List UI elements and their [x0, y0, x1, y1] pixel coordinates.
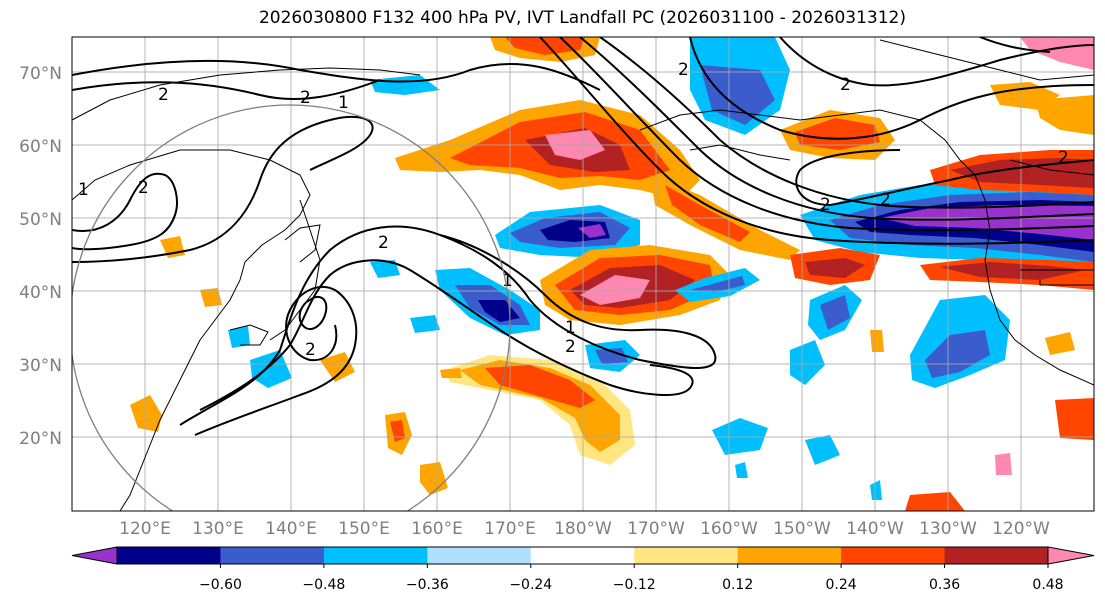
lon-label: 140°E — [265, 519, 317, 539]
contour-label: 2 — [138, 178, 149, 198]
contour-label: 2 — [678, 60, 689, 80]
contour-label: 2 — [300, 88, 311, 108]
contour-labels: 2 1 2 2 2 1 2 1 2 2 2 2 2 1 2 — [78, 60, 1069, 360]
contour-label: 2 — [820, 195, 831, 215]
colorbar: −0.60 −0.48 −0.36 −0.24 −0.12 0.12 0.24 0.36 0.4… — [71, 546, 1095, 593]
lon-label: 130°W — [919, 519, 977, 539]
lon-label: 170°W — [627, 519, 685, 539]
pv-anomaly-shading — [130, 37, 1094, 511]
colorbar-segment — [841, 547, 946, 564]
lon-label: 150°E — [338, 519, 390, 539]
colorbar-tick-label: −0.36 — [406, 577, 449, 593]
pv-contours — [72, 37, 1094, 436]
colorbar-segment — [427, 547, 532, 564]
landfall-radius-circle — [72, 104, 511, 511]
lon-label: 140°W — [846, 519, 904, 539]
contour-label: 2 — [1058, 148, 1069, 168]
map-frame — [71, 36, 1095, 512]
longitude-labels: 120°E 130°E 140°E 150°E 160°E 170°E 180°… — [119, 519, 1050, 539]
lon-label: 120°E — [119, 519, 171, 539]
latitude-labels: 70°N 60°N 50°N 40°N 30°N 20°N — [19, 64, 62, 449]
contour-label: 2 — [305, 340, 316, 360]
colorbar-ticks: −0.60 −0.48 −0.36 −0.24 −0.12 0.12 0.24 0.36 0.4… — [199, 564, 1064, 593]
lon-label: 160°W — [700, 519, 758, 539]
lon-label: 120°W — [992, 519, 1050, 539]
contour-label: 1 — [565, 318, 576, 338]
colorbar-tick-label: −0.60 — [199, 577, 242, 593]
colorbar-segment — [323, 547, 428, 564]
colorbar-tick-label: 0.48 — [1032, 577, 1063, 593]
colorbar-segment — [634, 547, 739, 564]
lon-label: 130°E — [192, 519, 244, 539]
colorbar-segment — [944, 547, 1049, 564]
contour-label: 2 — [840, 75, 851, 95]
colorbar-segment — [737, 547, 842, 564]
colorbar-tick-label: 0.24 — [826, 577, 857, 593]
colorbar-tick-label: −0.24 — [509, 577, 552, 593]
colorbar-tick-label: −0.12 — [613, 577, 656, 593]
contour-label: 1 — [78, 180, 89, 200]
colorbar-extend-max — [1047, 546, 1095, 565]
lon-label: 160°E — [411, 519, 463, 539]
lat-label: 40°N — [19, 283, 62, 303]
coastlines — [72, 39, 1094, 511]
colorbar-tick-label: −0.48 — [302, 577, 345, 593]
map-gridlines — [72, 37, 1094, 511]
lat-label: 60°N — [19, 137, 62, 157]
colorbar-tick-label: 0.12 — [722, 577, 753, 593]
colorbar-segment — [220, 547, 325, 564]
contour-label: 2 — [880, 190, 891, 210]
colorbar-segment — [117, 547, 221, 564]
lat-label: 30°N — [19, 356, 62, 376]
lon-label: 170°E — [484, 519, 536, 539]
contour-label: 2 — [378, 233, 389, 253]
contour-label: 2 — [158, 85, 169, 105]
lon-label: 180°W — [554, 519, 612, 539]
map-title: 2026030800 F132 400 hPa PV, IVT Landfall… — [258, 8, 906, 28]
lat-label: 50°N — [19, 210, 62, 230]
contour-label: 1 — [502, 271, 513, 291]
colorbar-tick-label: 0.36 — [929, 577, 960, 593]
colorbar-extend-min — [71, 546, 118, 565]
contour-label: 1 — [338, 93, 349, 113]
contour-label: 2 — [565, 337, 576, 357]
lat-label: 20°N — [19, 429, 62, 449]
colorbar-frame — [116, 546, 1049, 565]
lon-label: 150°W — [773, 519, 831, 539]
colorbar-segment — [530, 547, 635, 564]
lat-label: 70°N — [19, 64, 62, 84]
